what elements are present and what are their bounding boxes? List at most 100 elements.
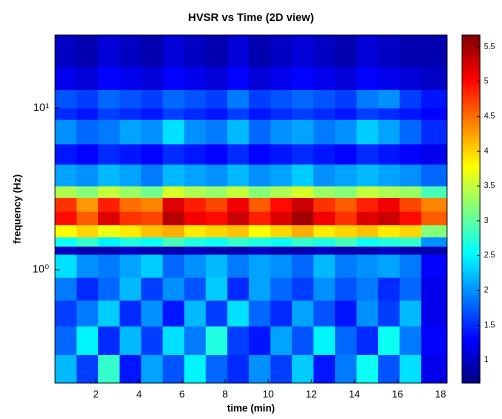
colorbar-step bbox=[462, 323, 480, 328]
heatmap-cell bbox=[378, 211, 401, 226]
x-axis-label: time (min) bbox=[227, 404, 275, 415]
heatmap-cell bbox=[205, 211, 228, 226]
heatmap-cell bbox=[141, 143, 164, 165]
x-tick-label: 8 bbox=[222, 390, 228, 401]
heatmap-cell bbox=[141, 119, 164, 145]
heatmap-cell bbox=[227, 246, 250, 255]
heatmap-cell bbox=[227, 119, 250, 145]
heatmap-cell bbox=[378, 119, 401, 145]
heatmap-cell bbox=[421, 236, 448, 247]
colorbar-step bbox=[462, 170, 480, 175]
heatmap-cell bbox=[76, 277, 99, 301]
heatmap-cell bbox=[205, 143, 228, 165]
heatmap-cell bbox=[356, 246, 379, 255]
colorbar-step bbox=[462, 48, 480, 53]
colorbar-step bbox=[462, 160, 480, 165]
heatmap-cell bbox=[162, 35, 185, 68]
heatmap-cell bbox=[55, 89, 78, 109]
colorbar: 1 1.5 2 2.5 3 3.5 4 4.5 5 5.5 bbox=[461, 34, 496, 384]
colorbar-step bbox=[462, 191, 480, 196]
heatmap-cell bbox=[205, 185, 228, 198]
heatmap-cell bbox=[378, 89, 401, 109]
colorbar-step bbox=[462, 83, 480, 88]
colorbar-tick-label: 1 bbox=[484, 355, 489, 364]
heatmap-cell bbox=[399, 224, 422, 238]
colorbar-step bbox=[462, 327, 480, 332]
heatmap-cell bbox=[141, 246, 164, 255]
heatmap-cell bbox=[248, 325, 271, 355]
colorbar-step bbox=[462, 236, 480, 241]
heatmap-cell bbox=[119, 277, 142, 301]
colorbar-step bbox=[462, 229, 480, 234]
heatmap-cell bbox=[76, 185, 99, 198]
heatmap-cell bbox=[119, 354, 142, 384]
heatmap-cell bbox=[184, 66, 207, 90]
colorbar-step bbox=[462, 351, 480, 356]
heatmap-cell bbox=[335, 197, 358, 212]
heatmap-cell bbox=[119, 107, 142, 120]
heatmap-cell bbox=[399, 89, 422, 109]
colorbar-step bbox=[462, 309, 480, 314]
heatmap-cell bbox=[248, 277, 271, 301]
heatmap-cell bbox=[313, 300, 336, 327]
heatmap-cell bbox=[162, 89, 185, 109]
heatmap-cell bbox=[313, 164, 336, 187]
heatmap-cell bbox=[291, 354, 314, 384]
colorbar-tick-label: 2 bbox=[484, 286, 489, 295]
heatmap-cell bbox=[227, 164, 250, 187]
heatmap-cell bbox=[141, 89, 164, 109]
heatmap-cell bbox=[248, 185, 271, 198]
colorbar-tick-label: 3.5 bbox=[484, 181, 496, 190]
heatmap-cell bbox=[270, 185, 293, 198]
heatmap-cell bbox=[378, 236, 401, 247]
colorbar-step bbox=[462, 108, 480, 113]
heatmap-cell bbox=[205, 164, 228, 187]
heatmap-cell bbox=[162, 224, 185, 238]
heatmap-cell bbox=[184, 300, 207, 327]
heatmap-cell bbox=[356, 254, 379, 278]
heatmap-cell bbox=[291, 224, 314, 238]
heatmap-cell bbox=[55, 354, 78, 384]
colorbar-step bbox=[462, 240, 480, 245]
heatmap-cell bbox=[76, 35, 99, 68]
heatmap-cell bbox=[248, 143, 271, 165]
colorbar-step bbox=[462, 163, 480, 168]
heatmap-cell bbox=[378, 185, 401, 198]
heatmap-cell bbox=[270, 197, 293, 212]
colorbar-step bbox=[462, 122, 480, 126]
heatmap-cell bbox=[162, 119, 185, 145]
heatmap-cell bbox=[227, 236, 250, 247]
colorbar-step bbox=[462, 299, 480, 304]
heatmap-cell bbox=[227, 354, 250, 384]
heatmap-cell bbox=[162, 300, 185, 327]
heatmap-cell bbox=[270, 325, 293, 355]
heatmap-cell bbox=[205, 325, 228, 355]
heatmap-cell bbox=[248, 89, 271, 109]
heatmap-cell bbox=[335, 300, 358, 327]
heatmap-cell bbox=[141, 66, 164, 90]
heatmap-cell bbox=[55, 35, 78, 68]
colorbar-step bbox=[462, 184, 480, 189]
heatmap-cell bbox=[141, 107, 164, 120]
heatmap-cell bbox=[421, 254, 448, 278]
heatmap-cell bbox=[378, 354, 401, 384]
colorbar-step bbox=[462, 205, 480, 210]
heatmap-cell bbox=[162, 277, 185, 301]
heatmap-cell bbox=[55, 246, 78, 255]
heatmap-cell bbox=[421, 35, 448, 68]
heatmap-cell bbox=[313, 119, 336, 145]
heatmap-cell bbox=[270, 354, 293, 384]
heatmap-cell bbox=[291, 325, 314, 355]
heatmap-cell bbox=[399, 107, 422, 120]
heatmap-cell bbox=[270, 66, 293, 90]
heatmap-cell bbox=[356, 66, 379, 90]
heatmap-cell bbox=[162, 66, 185, 90]
heatmap-cell bbox=[141, 164, 164, 187]
colorbar-step bbox=[462, 271, 480, 276]
heatmap-cell bbox=[205, 354, 228, 384]
heatmap-cell bbox=[291, 236, 314, 247]
heatmap-cell bbox=[378, 35, 401, 68]
heatmap-cell bbox=[248, 236, 271, 247]
colorbar-step bbox=[462, 142, 480, 147]
colorbar-step bbox=[462, 376, 480, 381]
